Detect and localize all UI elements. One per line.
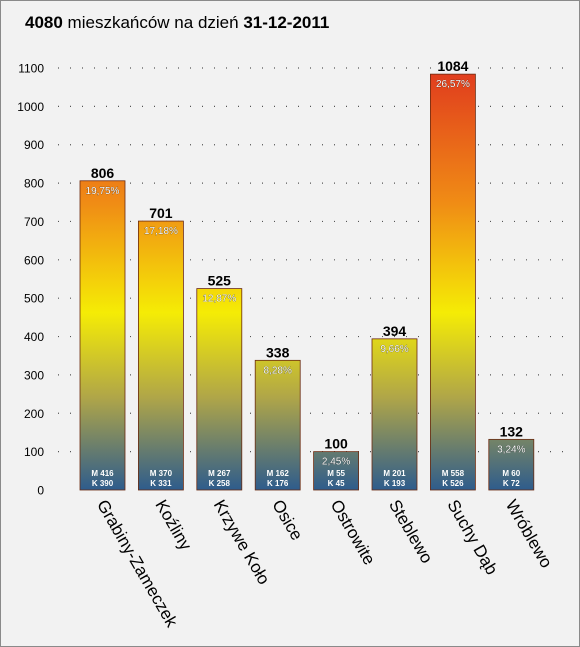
bar-value-label: 100 — [324, 436, 348, 452]
bar-percent-label: 12,87% — [202, 294, 236, 305]
title-middle: mieszkańców na dzień — [62, 13, 244, 32]
bar-value-label: 394 — [383, 323, 407, 339]
bar-men-label: M 201 — [383, 469, 406, 478]
bar-percent-label: 17,18% — [144, 226, 178, 237]
y-tick-label: 800 — [24, 177, 44, 191]
y-tick-label: 200 — [24, 407, 44, 421]
bar-men-label: M 60 — [502, 469, 520, 478]
x-tick-label: Osice — [268, 497, 306, 544]
bar — [79, 180, 126, 491]
x-tick-label: Suchy Dąb — [443, 497, 501, 579]
title-count: 4080 — [25, 13, 63, 32]
bar-men-label: M 370 — [150, 469, 173, 478]
bar-value-label: 338 — [266, 344, 290, 360]
y-tick-label: 500 — [24, 292, 44, 306]
bar-percent-label: 3,24% — [497, 444, 525, 455]
bar-value-label: 701 — [149, 205, 173, 221]
y-tick-label: 0 — [37, 484, 44, 498]
bar-women-label: K 258 — [209, 479, 231, 488]
x-tick-label: Wróblewo — [502, 497, 556, 572]
bar-women-label: K 45 — [328, 479, 345, 488]
bar — [488, 438, 535, 491]
bar — [196, 288, 243, 491]
y-axis-tick-labels: 0 100 200 300 400 500 600 700 800 900 1000 1100 — [17, 62, 44, 498]
bar-women-label: K 331 — [150, 479, 172, 488]
bar-men-label: M 267 — [208, 469, 231, 478]
y-tick-label: 900 — [24, 138, 44, 152]
y-tick-label: 700 — [24, 215, 44, 229]
y-tick-label: 1100 — [18, 62, 44, 76]
gridlines — [58, 67, 565, 453]
bar — [371, 338, 418, 491]
bar-men-label: M 162 — [267, 469, 290, 478]
bar — [137, 220, 184, 491]
bar-value-label: 525 — [208, 273, 232, 289]
bar — [429, 73, 476, 491]
bar-value-label: 1084 — [437, 58, 468, 74]
y-tick-label: 100 — [24, 445, 44, 459]
bar-women-label: K 72 — [503, 479, 520, 488]
bar — [254, 359, 301, 491]
bar-percent-label: 19,75% — [86, 186, 120, 197]
bar-percent-label: 26,57% — [436, 79, 470, 90]
chart-title: 4080 mieszkańców na dzień 31-12-2011 — [25, 13, 329, 33]
x-tick-label: Steblewo — [385, 497, 436, 567]
x-tick-label: Koźliny — [151, 497, 195, 554]
bar-women-label: K 526 — [442, 479, 464, 488]
y-tick-label: 1000 — [17, 100, 44, 114]
bar-percent-label: 8,28% — [264, 365, 292, 376]
bar-men-label: M 55 — [327, 469, 345, 478]
bar-value-label: 806 — [91, 165, 115, 181]
bar-men-label: M 558 — [442, 469, 465, 478]
y-tick-label: 400 — [24, 330, 44, 344]
bar-men-label: M 416 — [91, 469, 114, 478]
x-tick-label: Ostrowite — [327, 497, 379, 569]
y-tick-label: 600 — [24, 253, 44, 267]
bar-women-label: K 176 — [267, 479, 289, 488]
bar — [313, 451, 360, 491]
bar-women-label: K 193 — [384, 479, 406, 488]
bars — [79, 73, 535, 491]
title-date: 31-12-2011 — [243, 13, 330, 32]
bar-percent-label: 2,45% — [322, 457, 350, 468]
y-tick-label: 300 — [24, 368, 44, 382]
bar-percent-label: 9,66% — [380, 344, 408, 355]
bar-value-label: 132 — [500, 423, 524, 439]
bar-women-label: K 390 — [92, 479, 114, 488]
x-tick-label: Krzywe Koło — [210, 497, 274, 588]
